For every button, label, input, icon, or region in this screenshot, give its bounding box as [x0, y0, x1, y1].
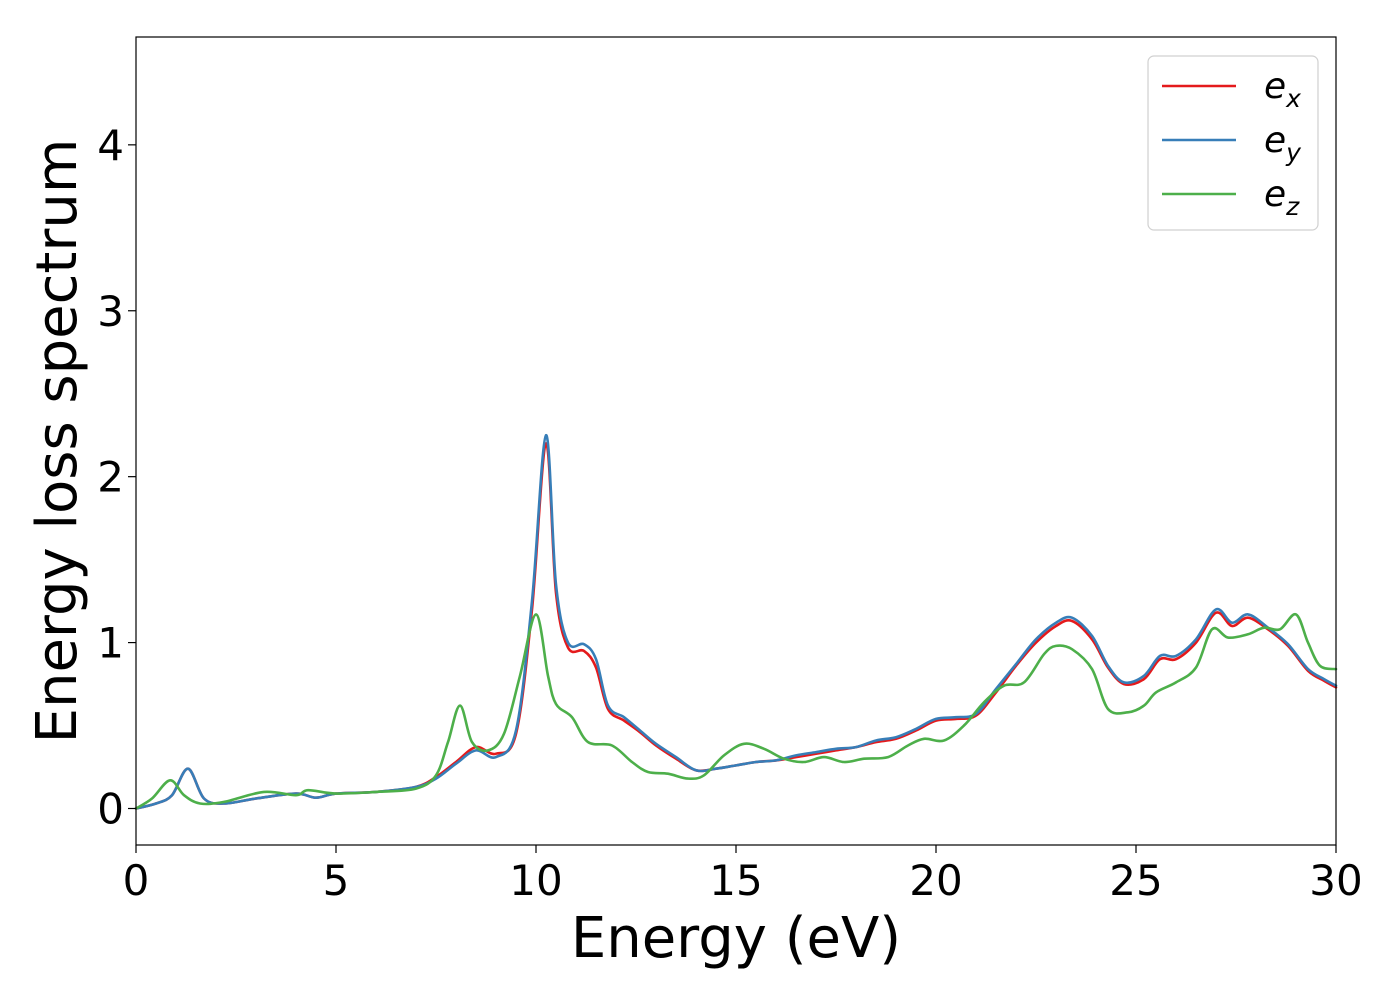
series-line-z [134, 613, 1338, 810]
y-tick-label: 3 [97, 287, 124, 336]
series-layer [134, 433, 1338, 810]
x-tick-label: 20 [909, 856, 962, 905]
legend-label-y: ey [1264, 120, 1302, 167]
y-tick-label: 2 [97, 453, 124, 502]
x-tick-label: 25 [1109, 856, 1162, 905]
x-tick-label: 10 [509, 856, 562, 905]
y-tick-label: 4 [97, 121, 124, 170]
legend: ex ey ez [1147, 55, 1319, 231]
x-axis-ticks: 0 5 10 15 20 25 30 [123, 845, 1363, 905]
x-axis-title: Energy (eV) [571, 906, 901, 971]
x-tick-label: 30 [1309, 856, 1362, 905]
legend-label-x: ex [1264, 66, 1301, 113]
x-tick-label: 15 [709, 856, 762, 905]
series-line-x [134, 442, 1338, 810]
x-tick-label: 5 [323, 856, 350, 905]
y-axis-title: Energy loss spectrum [25, 139, 90, 744]
x-tick-label: 0 [123, 856, 150, 905]
y-tick-label: 0 [97, 784, 124, 833]
y-tick-label: 1 [97, 619, 124, 668]
legend-label-z: ez [1264, 174, 1300, 221]
series-line-y [134, 433, 1338, 810]
legend-box [1147, 55, 1319, 231]
y-axis-ticks: 0 1 2 3 4 [97, 121, 136, 833]
